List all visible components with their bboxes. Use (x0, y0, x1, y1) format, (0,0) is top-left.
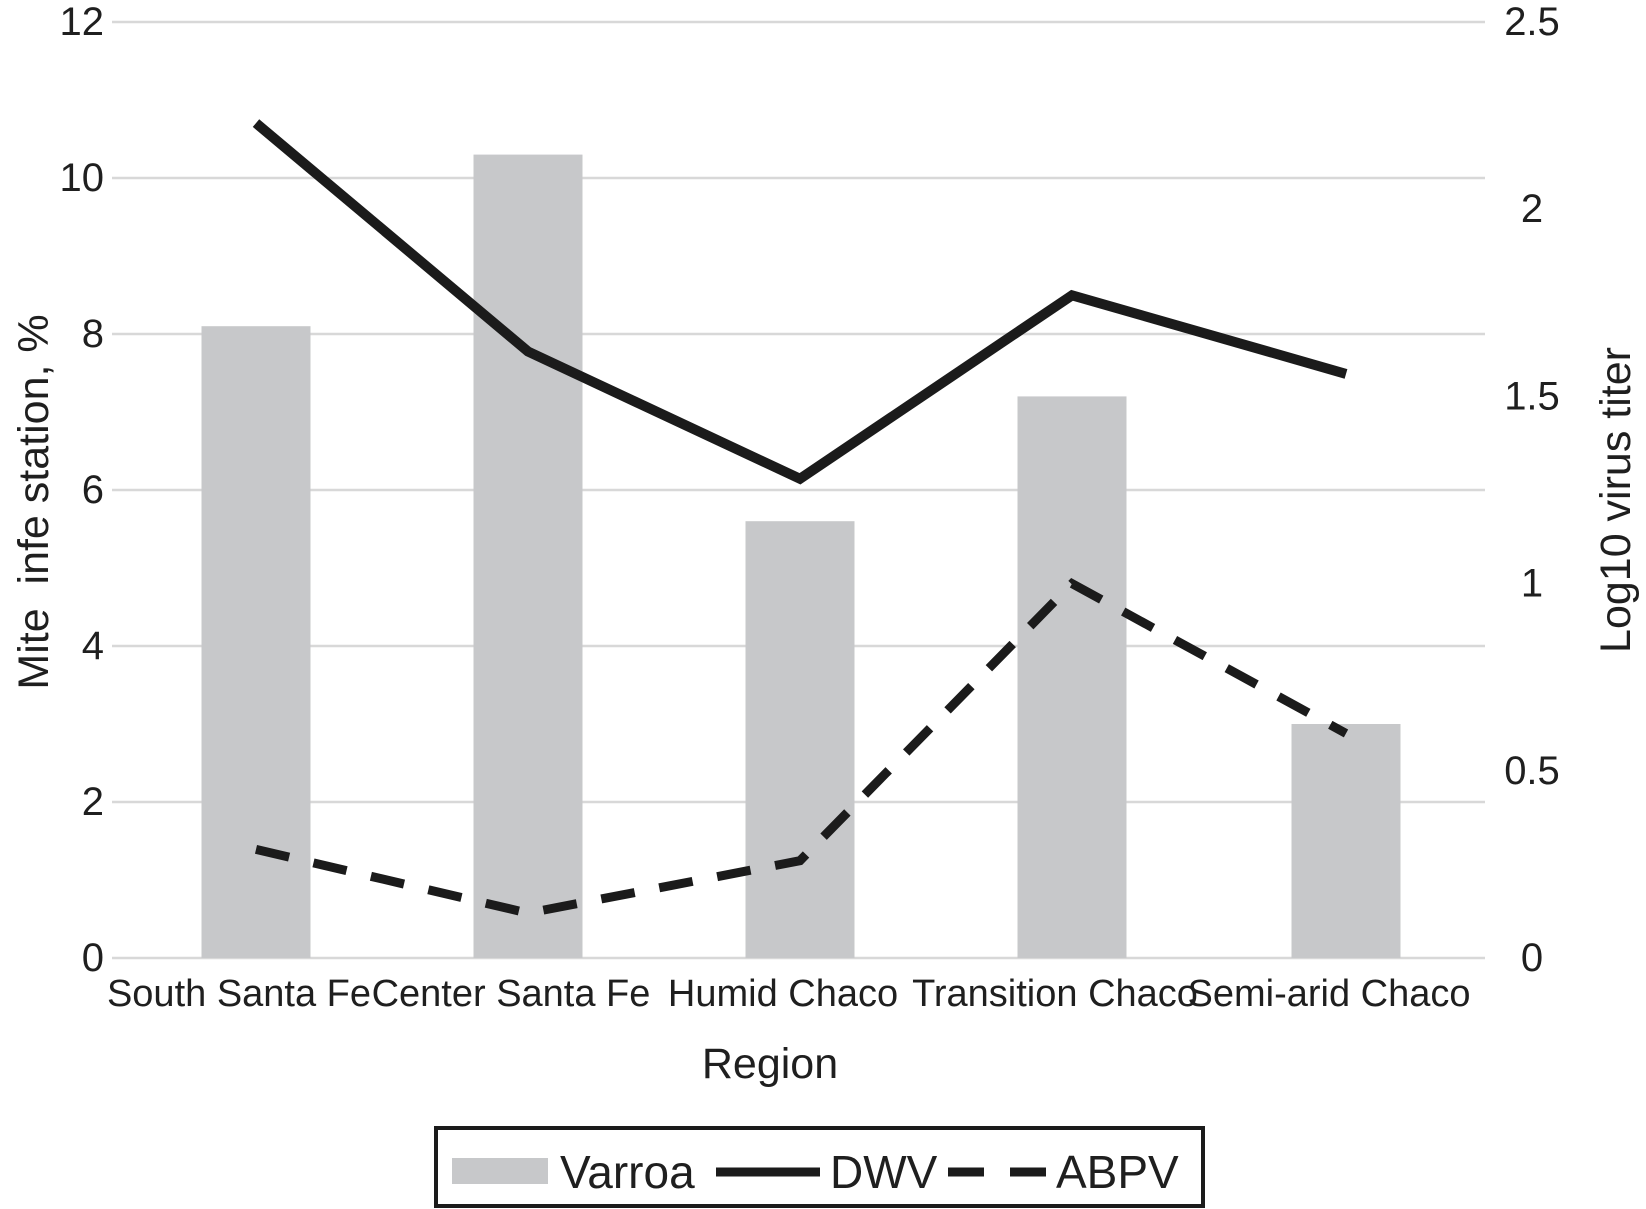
right-tick-0: 0 (1521, 936, 1543, 980)
legend: Varroa DWV ABPV (434, 1126, 1205, 1208)
right-tick-1: 1 (1521, 562, 1543, 606)
virus-lines (252, 119, 1349, 918)
right-tick-0.5: 0.5 (1504, 749, 1560, 793)
varroa-bars (201, 154, 1401, 959)
y-axis-title-right: Log10 virus titer (1592, 347, 1640, 653)
y-axis-title-left: Mite infe station, % (10, 314, 58, 689)
bar-south-santa-fe (201, 326, 311, 958)
left-axis-ticks: 0 2 4 6 8 10 12 (60, 0, 105, 980)
right-axis-ticks: 0 0.5 1 1.5 2 2.5 (1504, 0, 1560, 980)
right-tick-2: 2 (1521, 187, 1543, 231)
left-tick-0: 0 (82, 936, 104, 980)
right-tick-2.5: 2.5 (1504, 0, 1560, 44)
x-tick-center-santa-fe: Center Santa Fe (372, 973, 651, 1015)
x-tick-humid-chaco: Humid Chaco (668, 973, 898, 1015)
dwv-line (252, 119, 1348, 485)
legend-varroa-label: Varroa (560, 1146, 695, 1198)
x-tick-south-santa-fe: South Santa Fe (107, 973, 371, 1015)
legend-varroa-swatch (452, 1158, 548, 1184)
bar-center-santa-fe (473, 154, 583, 959)
left-tick-6: 6 (82, 468, 104, 512)
bar-semi-arid-chaco (1291, 724, 1401, 958)
left-tick-8: 8 (82, 312, 104, 356)
abpv-line (254, 578, 1349, 918)
legend-dwv-label: DWV (830, 1146, 938, 1198)
left-tick-4: 4 (82, 624, 104, 668)
left-tick-2: 2 (82, 780, 104, 824)
x-tick-semi-arid-chaco: Semi-arid Chaco (1188, 973, 1471, 1015)
bar-humid-chaco (745, 521, 855, 958)
x-axis-category-labels: South Santa Fe Center Santa Fe Humid Chaco… (107, 973, 1471, 1015)
right-tick-1.5: 1.5 (1504, 374, 1560, 418)
legend-abpv-label: ABPV (1056, 1146, 1179, 1198)
x-tick-transition-chaco: Transition Chaco (912, 973, 1198, 1015)
bar-transition-chaco (1017, 396, 1127, 958)
legend-box (434, 1126, 1205, 1208)
left-tick-10: 10 (60, 156, 105, 200)
x-axis-title: Region (702, 1040, 838, 1088)
left-tick-12: 12 (60, 0, 105, 44)
